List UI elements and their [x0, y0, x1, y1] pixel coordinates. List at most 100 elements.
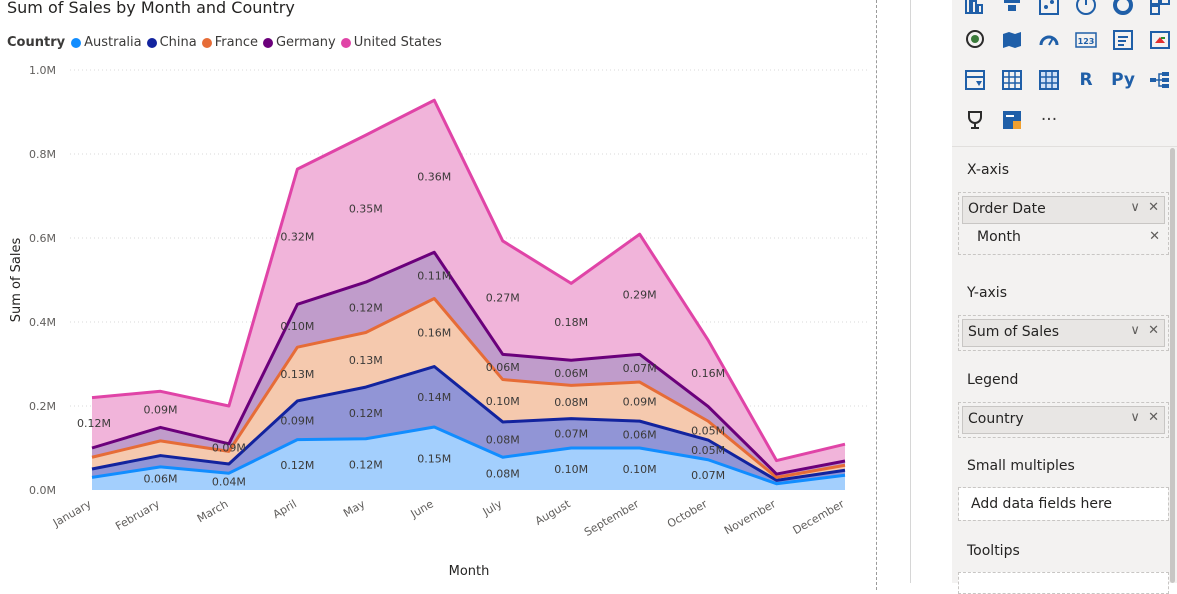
y-tick-label: 0.4M	[29, 316, 56, 329]
y-tick-label: 0.0M	[29, 484, 56, 497]
small-multiples-well[interactable]: Add data fields here	[958, 487, 1169, 521]
viz-icon-row-3: R Py	[962, 67, 1177, 93]
legend-label: France	[214, 35, 258, 50]
smart-narrative-icon[interactable]	[999, 107, 1025, 133]
line-china	[91, 365, 846, 482]
data-label: 0.08M	[486, 468, 520, 481]
data-label: 0.36M	[417, 170, 451, 183]
data-label: 0.08M	[486, 434, 520, 447]
data-label: 0.27M	[486, 292, 520, 305]
scatter-chart-icon[interactable]	[1036, 0, 1062, 18]
yaxis-field[interactable]: Sum of Sales ∨ ✕	[962, 319, 1165, 347]
data-label: 0.12M	[77, 417, 111, 430]
line-united-states	[91, 98, 846, 463]
x-tick-label: June	[408, 497, 436, 521]
x-tick-label: July	[480, 497, 505, 519]
data-label: 0.09M	[212, 442, 246, 455]
y-tick-label: 0.6M	[29, 232, 56, 245]
python-visual-icon[interactable]: Py	[1111, 70, 1135, 90]
x-axis-title: Month	[449, 564, 490, 579]
xaxis-subfield[interactable]: Month ✕	[962, 227, 1165, 251]
gauge-icon[interactable]	[1036, 27, 1062, 53]
viz-icon-row-2: 123	[962, 27, 1177, 53]
more-visuals-icon[interactable]: ···	[1040, 110, 1058, 130]
line-australia	[91, 425, 846, 486]
viz-icon-row-1	[962, 0, 1177, 18]
decomposition-tree-icon[interactable]	[1147, 67, 1173, 93]
treemap-icon[interactable]	[999, 0, 1025, 18]
y-axis-title: Sum of Sales	[9, 238, 24, 323]
matrix-icon[interactable]	[1036, 67, 1062, 93]
small-multiples-placeholder[interactable]: Add data fields here	[959, 488, 1168, 520]
legend-marker	[340, 37, 351, 48]
map-icon[interactable]	[962, 27, 988, 53]
multi-row-card-icon[interactable]	[1110, 27, 1136, 53]
xaxis-well[interactable]: Order Date ∨ ✕ Month ✕	[958, 192, 1169, 255]
visualizations-pane: 123 R Py ··· X-axis Order Date ∨ ✕ Month…	[952, 0, 1177, 594]
legend-entry-australia[interactable]: Australia	[71, 35, 142, 50]
r-visual-icon[interactable]: R	[1079, 70, 1093, 90]
area-australia[interactable]	[92, 427, 845, 490]
line-france	[91, 296, 846, 479]
x-tick-label: January	[50, 497, 94, 530]
funnel-chart-icon[interactable]	[962, 0, 988, 18]
data-label: 0.07M	[623, 362, 657, 375]
chevron-down-icon[interactable]: ∨	[1130, 200, 1140, 215]
filled-map-icon[interactable]	[999, 27, 1025, 53]
data-label: 0.11M	[417, 269, 451, 282]
legend-field[interactable]: Country ∨ ✕	[962, 406, 1165, 434]
area-chart[interactable]: 0.0M 0.2M 0.4M 0.6M 0.8M 1.0M 0.06M 0.04M 0.12M 0…	[0, 55, 878, 583]
yaxis-field-name: Sum of Sales	[968, 324, 1060, 340]
data-label: 0.10M	[623, 463, 657, 476]
area-china[interactable]	[92, 366, 845, 484]
kpi-icon[interactable]	[1147, 27, 1173, 53]
tooltips-label: Tooltips	[967, 543, 1020, 559]
x-tick-label: August	[533, 497, 573, 528]
x-tick-label: February	[113, 497, 162, 533]
xaxis-label: X-axis	[967, 162, 1009, 178]
canvas-gap	[880, 0, 952, 583]
slicer-icon[interactable]	[962, 67, 988, 93]
chart-legend: Country Australia China France Germany Unite…	[7, 35, 447, 50]
close-icon[interactable]: ✕	[1148, 410, 1159, 425]
pie-chart-icon[interactable]	[1073, 0, 1099, 18]
x-tick-label: December	[791, 497, 847, 537]
legend-well[interactable]: Country ∨ ✕	[958, 402, 1169, 438]
legend-entry-united-states[interactable]: United States	[340, 35, 442, 50]
yaxis-well[interactable]: Sum of Sales ∨ ✕	[958, 315, 1169, 351]
x-tick-label: November	[722, 497, 778, 537]
close-icon[interactable]: ✕	[1149, 229, 1160, 244]
legend-field-name: Country	[968, 411, 1024, 427]
data-label: 0.07M	[554, 427, 588, 440]
chevron-down-icon[interactable]: ∨	[1130, 410, 1140, 425]
legend-entry-china[interactable]: China	[146, 35, 197, 50]
data-label: 0.13M	[349, 354, 383, 367]
small-multiples-label: Small multiples	[967, 458, 1075, 474]
chevron-down-icon[interactable]: ∨	[1130, 323, 1140, 338]
report-canvas: Sum of Sales by Month and Country Countr…	[0, 0, 878, 590]
legend-label: United States	[353, 35, 442, 50]
area-france[interactable]	[92, 298, 845, 481]
data-label: 0.15M	[417, 453, 451, 466]
xaxis-field[interactable]: Order Date ∨ ✕	[962, 196, 1165, 224]
area-united-states[interactable]	[92, 100, 845, 475]
data-label: 0.10M	[486, 395, 520, 408]
close-icon[interactable]: ✕	[1148, 200, 1159, 215]
legend-entry-france[interactable]: France	[201, 35, 258, 50]
pane-scrollbar[interactable]	[1170, 148, 1175, 583]
data-label: 0.05M	[691, 444, 725, 457]
data-label: 0.12M	[349, 301, 383, 314]
close-icon[interactable]: ✕	[1148, 323, 1159, 338]
data-label: 0.06M	[143, 472, 177, 485]
card-icon[interactable]: 123	[1073, 27, 1099, 53]
data-label: 0.07M	[691, 469, 725, 482]
legend-marker	[201, 37, 212, 48]
donut-chart-icon[interactable]	[1110, 0, 1136, 18]
data-label: 0.09M	[143, 403, 177, 416]
legend-entry-germany[interactable]: Germany	[262, 35, 336, 50]
visual-container[interactable]	[0, 0, 877, 590]
key-influencers-icon[interactable]	[962, 107, 988, 133]
matrix-visual-icon[interactable]	[1147, 0, 1173, 18]
table-icon[interactable]	[999, 67, 1025, 93]
tooltips-well[interactable]	[958, 572, 1169, 594]
